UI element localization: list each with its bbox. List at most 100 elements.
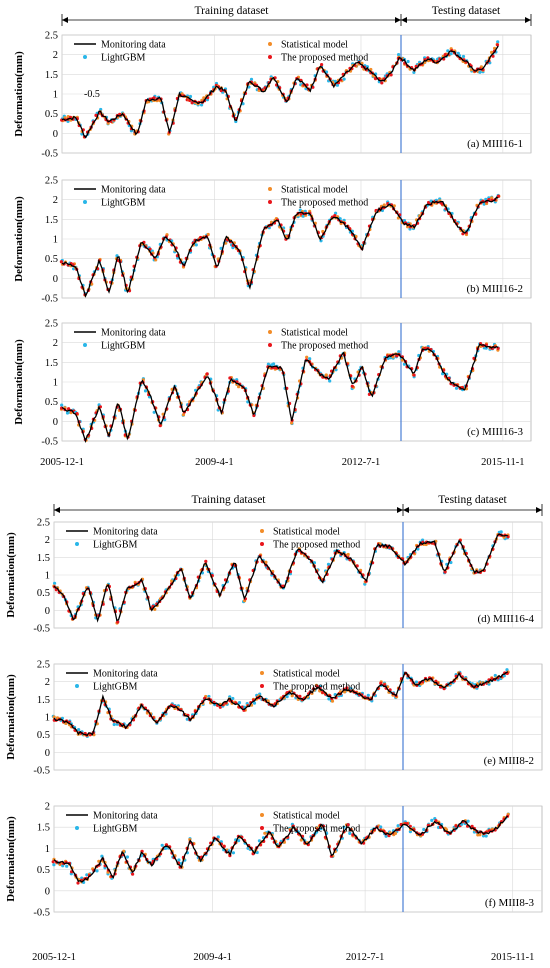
proposed-point <box>59 260 64 264</box>
lightgbm-point <box>484 834 488 838</box>
legend-monitoring-label: Monitoring data <box>93 669 158 680</box>
legend-lightgbm-label: LightGBM <box>101 53 146 64</box>
legend-proposed-label: The proposed method <box>281 198 368 209</box>
lightgbm-point <box>466 819 470 823</box>
y-axis-label: Deformation(mm) <box>5 674 17 760</box>
statistical-point <box>305 355 309 359</box>
legend-statistical-label: Statistical model <box>281 40 348 51</box>
y-tick-label: 1.5 <box>45 358 58 369</box>
lightgbm-point <box>335 83 339 87</box>
proposed-point <box>439 825 443 829</box>
lightgbm-point <box>402 362 406 366</box>
lightgbm-point <box>95 869 99 873</box>
arrow-head <box>395 17 401 23</box>
legend-proposed-label: The proposed method <box>281 53 368 64</box>
lightgbm-point <box>365 65 369 69</box>
lightgbm-point <box>349 687 353 691</box>
lightgbm-point <box>430 818 434 823</box>
statistical-point <box>343 690 347 694</box>
dataset-header-2: Training dataset Testing dataset <box>53 494 543 516</box>
lightgbm-point <box>249 77 254 81</box>
lightgbm-point <box>326 562 331 567</box>
x-tick-label: 2015-11-1 <box>481 457 524 468</box>
lightgbm-point <box>160 843 164 847</box>
proposed-point <box>51 860 55 864</box>
lightgbm-point <box>301 214 305 218</box>
y-axis-label: Deformation(mm) <box>5 532 17 618</box>
lightgbm-point <box>237 839 241 843</box>
arrow-head <box>62 17 68 23</box>
panel-4: -0.5 0 0.5 1 1.5 2 2.5 Monitoring data LightGBM S… <box>5 518 543 635</box>
y-tick-label: 2 <box>53 338 58 349</box>
proposed-point <box>298 694 302 699</box>
y-tick-label: 2 <box>53 50 58 61</box>
proposed-point <box>350 384 354 388</box>
y-tick-label: 1 <box>45 571 50 582</box>
statistical-point <box>330 699 335 703</box>
lightgbm-point <box>461 54 466 59</box>
statistical-point <box>202 96 206 100</box>
legend-monitoring-label: Monitoring data <box>101 40 166 51</box>
proposed-point <box>443 570 447 574</box>
lightgbm-point <box>65 864 69 868</box>
y-tick-label: -0.5 <box>33 766 50 777</box>
legend-proposed-swatch <box>268 55 272 59</box>
legend-lightgbm-label: LightGBM <box>101 198 146 209</box>
proposed-point <box>54 588 58 592</box>
legend-proposed-label: The proposed method <box>273 824 360 835</box>
y-tick-label: 0 <box>53 129 58 140</box>
proposed-point <box>345 686 349 690</box>
lightgbm-point <box>231 696 235 701</box>
proposed-point <box>158 424 162 428</box>
x-tick-label: 2009-4-1 <box>195 457 234 468</box>
proposed-point <box>222 844 226 849</box>
proposed-point <box>379 681 383 685</box>
x-tick-label: 2009-4-1 <box>193 952 232 963</box>
lightgbm-point <box>406 59 410 64</box>
panel-1: -0.5 0 0.5 1 1.5 2 2.5 Monitoring data LightGBM S… <box>13 31 532 160</box>
statistical-point <box>264 560 268 564</box>
legend-lightgbm-label: LightGBM <box>93 824 138 835</box>
y-tick-label: 2.5 <box>45 176 58 187</box>
y-tick-label: 1.5 <box>45 215 58 226</box>
legend-statistical-swatch <box>260 529 264 533</box>
legend-statistical-label: Statistical model <box>273 811 340 822</box>
lightgbm-point <box>188 94 193 99</box>
statistical-point <box>406 225 410 229</box>
panel-label: (c) MIII16-3 <box>467 426 523 438</box>
proposed-point <box>152 96 156 100</box>
proposed-point <box>454 824 458 828</box>
proposed-point <box>320 63 324 67</box>
lightgbm-point <box>482 202 486 206</box>
legend-lightgbm-swatch <box>75 826 79 830</box>
y-axis-label: Deformation(mm) <box>13 51 25 137</box>
legend: Monitoring data LightGBM Statistical model… <box>66 669 360 693</box>
panel-2: -0.5 0 0.5 1 1.5 2 2.5 Monitoring data LightGBM S… <box>13 176 532 305</box>
training-dataset-label: Training dataset <box>195 5 270 17</box>
legend: Monitoring data LightGBM Statistical model… <box>74 328 368 352</box>
y-tick-label: 0.5 <box>37 730 50 741</box>
panel-label: (a) MIII16-1 <box>467 138 523 150</box>
y-tick-label: 1 <box>45 713 50 724</box>
proposed-point <box>228 376 232 380</box>
lightgbm-point <box>177 858 181 862</box>
lightgbm-point <box>412 70 416 74</box>
statistical-point <box>382 203 386 207</box>
proposed-point <box>427 200 431 205</box>
statistical-point <box>393 831 398 836</box>
lightgbm-point <box>285 695 289 699</box>
y-tick-label: 0.5 <box>45 397 58 408</box>
proposed-point <box>218 705 222 709</box>
y-axis-label: Deformation(mm) <box>5 816 17 902</box>
proposed-point <box>491 54 495 58</box>
lightgbm-point <box>61 864 65 868</box>
legend-lightgbm-swatch <box>83 343 87 347</box>
proposed-point <box>412 373 416 377</box>
proposed-point <box>205 372 209 376</box>
lightgbm-point <box>125 855 129 859</box>
lightgbm-point <box>200 103 204 107</box>
y-tick-label: 1.5 <box>37 695 50 706</box>
lightgbm-point <box>112 722 116 727</box>
legend: Monitoring data LightGBM Statistical model… <box>74 185 368 209</box>
